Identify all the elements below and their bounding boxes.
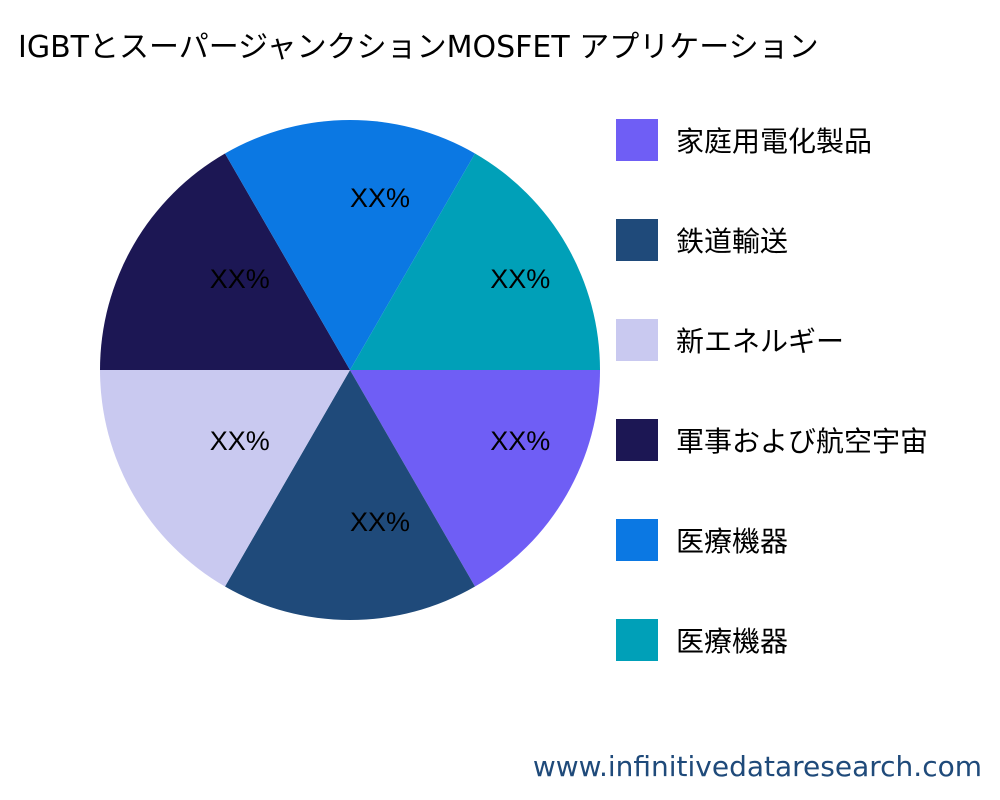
data-label: XX% [210,264,270,294]
legend-label: 軍事および航空宇宙 [676,425,929,458]
legend-label: 医療機器 [676,525,789,558]
legend-item: 家庭用電化製品 [616,119,872,161]
pie-slice [100,370,350,587]
legend-label: 医療機器 [676,625,789,658]
legend-label: 鉄道輸送 [676,225,789,258]
legend-swatch [616,319,658,361]
pie-slice [350,153,600,370]
legend-item: 鉄道輸送 [616,219,788,261]
chart-title: IGBTとスーパージャンクションMOSFET アプリケーション [18,30,819,65]
legend-swatch [616,119,658,161]
legend-swatch [616,519,658,561]
data-label: XX% [210,426,270,456]
legend-item: 医療機器 [616,519,788,561]
legend-swatch [616,619,658,661]
legend-item: 医療機器 [616,619,788,661]
legend-item: 軍事および航空宇宙 [616,419,928,461]
legend-label: 新エネルギー [676,325,845,358]
footer-url[interactable]: www.infinitivedataresearch.com [532,750,982,783]
data-label: XX% [490,264,550,294]
pie-slice [100,153,350,370]
legend-item: 新エネルギー [616,319,844,361]
data-label: XX% [350,507,410,537]
legend-label: 家庭用電化製品 [676,125,873,158]
legend-swatch [616,419,658,461]
data-label: XX% [350,183,410,213]
pie-slice [350,370,600,587]
data-label: XX% [490,426,550,456]
legend-swatch [616,219,658,261]
pie-slice [225,370,475,620]
pie-slice [225,119,475,370]
